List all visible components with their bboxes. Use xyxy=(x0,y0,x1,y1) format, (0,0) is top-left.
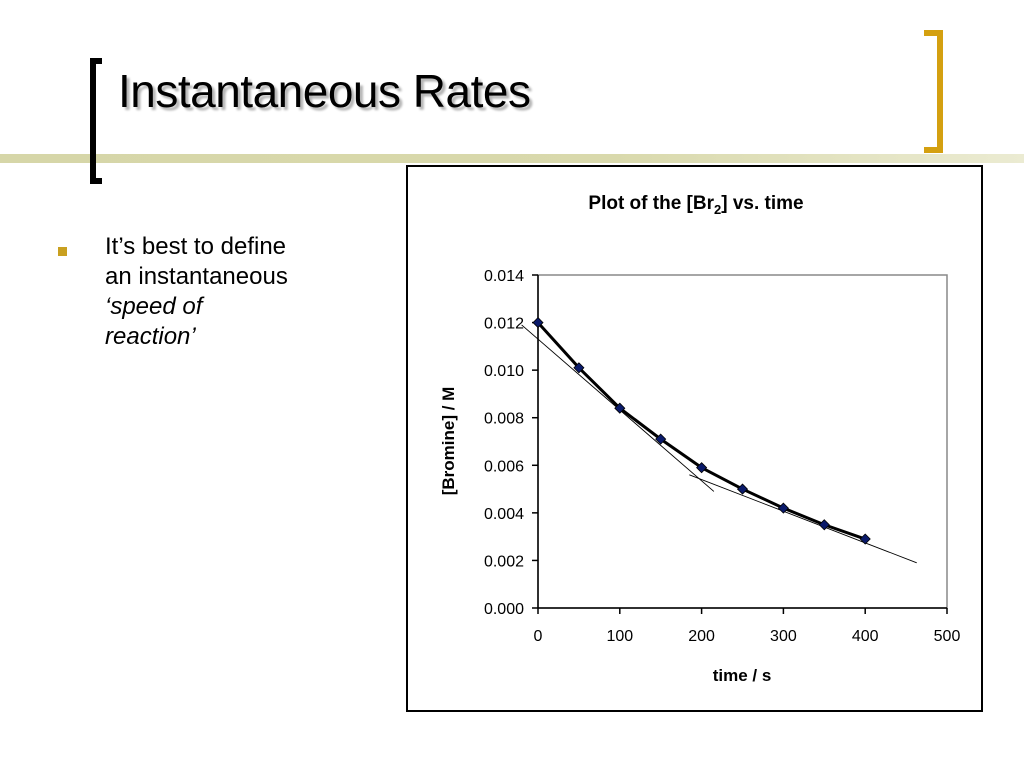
bullet-line-3: ‘speed of xyxy=(105,292,365,322)
bullet-line-4: reaction’ xyxy=(105,322,365,352)
y-axis-label: [Bromine] / M xyxy=(439,387,458,496)
chart-title-suffix: ] vs. time xyxy=(721,193,803,214)
data-point-marker xyxy=(614,402,626,414)
y-tick-label: 0.008 xyxy=(484,411,524,428)
data-point-marker xyxy=(696,462,708,474)
bullet-line-2: an instantaneous xyxy=(105,263,288,290)
data-point-marker xyxy=(736,483,749,495)
title-underline-bar xyxy=(0,154,1024,163)
tangent-line xyxy=(689,474,917,564)
x-axis-label: time / s xyxy=(713,666,772,685)
plot-area xyxy=(537,274,948,609)
bullet-line-1: It’s best to define xyxy=(105,233,287,260)
y-tick-label: 0.010 xyxy=(484,363,524,380)
data-point-marker xyxy=(655,433,667,445)
x-tick-label: 0 xyxy=(534,628,543,645)
bullet-text: It’s best to define an instantaneous ‘sp… xyxy=(105,232,365,352)
chart-title-subscript: 2 xyxy=(714,202,721,217)
y-tick-label: 0.006 xyxy=(484,458,524,475)
chart-series xyxy=(532,317,871,545)
y-tick-label: 0.002 xyxy=(484,553,524,570)
bullet-italic-2: reaction’ xyxy=(105,323,196,350)
y-tick-label: 0.004 xyxy=(484,506,524,523)
chart-frame: Plot of the [Br2] vs. time 0.000 0.002 0.0… xyxy=(406,165,983,712)
right-bracket-decoration xyxy=(924,30,943,153)
x-tick-label: 200 xyxy=(688,628,715,645)
x-tick-label: 300 xyxy=(770,628,797,645)
data-point-marker xyxy=(777,502,789,514)
chart-title: Plot of the [Br2] vs. time xyxy=(588,193,803,217)
tangent-lines xyxy=(521,324,917,564)
series-line xyxy=(536,321,866,541)
y-tick-label: 0.014 xyxy=(484,268,524,285)
y-tick-label: 0.000 xyxy=(484,601,524,618)
bullet-square-icon xyxy=(58,247,67,256)
y-tick-label: 0.012 xyxy=(484,316,524,333)
x-tick-label: 100 xyxy=(606,628,633,645)
data-point-marker xyxy=(573,362,585,374)
left-bracket-decoration xyxy=(90,58,102,184)
concentration-chart: Plot of the [Br2] vs. time 0.0000.0020.0… xyxy=(439,193,960,685)
x-tick-label: 500 xyxy=(934,628,961,645)
chart-title-prefix: Plot of the [Br xyxy=(588,193,714,214)
axis-tick-labels: 0.000 0.002 0.004 0.006 0.008 0.010 0.012 0.014… xyxy=(484,268,960,645)
slide-title: Instantaneous Rates xyxy=(118,65,531,117)
data-point-marker xyxy=(859,533,871,545)
x-tick-label: 400 xyxy=(852,628,879,645)
bullet-italic-1: ‘speed of xyxy=(105,293,203,320)
data-point-marker xyxy=(818,519,830,531)
data-point-marker xyxy=(532,317,544,329)
chart-axes xyxy=(532,274,948,614)
